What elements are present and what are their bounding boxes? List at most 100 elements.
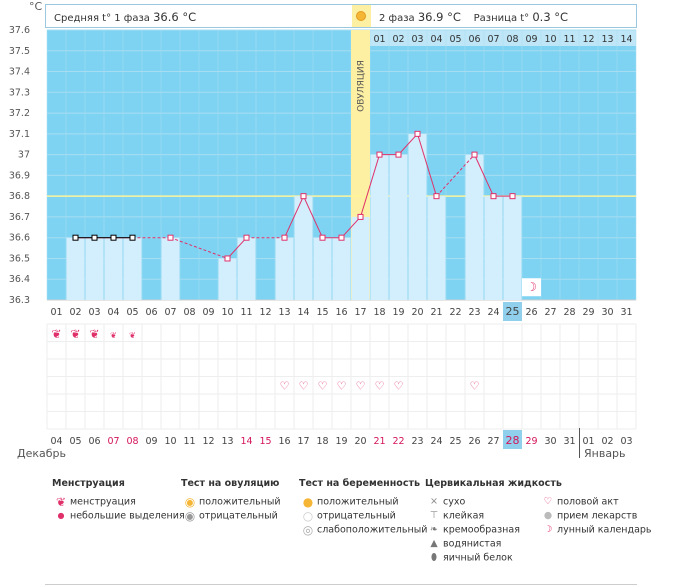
ovulation-header-cell	[352, 5, 371, 27]
temperature-bar	[313, 237, 332, 300]
phase2-day-label: 11	[563, 34, 575, 45]
cycle-day-label: 15	[316, 307, 328, 318]
heart-icon: ♡	[280, 380, 290, 393]
cycle-day-label: 10	[221, 307, 233, 318]
date-label: 04	[50, 436, 62, 447]
y-tick-label: 36.4	[9, 274, 30, 285]
y-tick-label: 37.5	[9, 46, 30, 57]
moon-icon: ☽	[543, 524, 553, 535]
temperature-line	[474, 154, 494, 197]
date-label: 18	[316, 436, 328, 447]
temperature-point	[167, 234, 174, 241]
date-label: 21	[373, 436, 385, 447]
phase2-day-label: 13	[601, 34, 613, 45]
y-tick-label: 36.6	[9, 233, 30, 244]
legend-item: ❦ менструация	[52, 495, 185, 509]
month-divider	[579, 428, 580, 458]
sticky-icon: ⊤	[429, 510, 439, 521]
y-tick-label: 37	[18, 150, 30, 161]
date-label: 24	[430, 436, 442, 447]
phase2-value: 36.9 °C	[417, 10, 461, 24]
date-label: 02	[601, 436, 613, 447]
heart-icon: ♡	[318, 380, 328, 393]
phase2-day-label: 01	[373, 34, 385, 45]
phase2-day-label: 08	[506, 34, 518, 45]
legend-item: ● небольшие выделения	[52, 509, 185, 523]
pregnancy-positive-icon: ●	[302, 495, 314, 509]
pill-icon: ●	[543, 510, 553, 521]
y-tick-label: 36.8	[9, 191, 30, 202]
date-label: 31	[563, 436, 575, 447]
legend-ovulation-title: Тест на овуляцию	[181, 478, 280, 489]
date-label: 28	[506, 434, 520, 447]
y-tick-label: 36.9	[9, 170, 30, 181]
temperature-point	[129, 234, 136, 241]
diff-label: Разница t°	[473, 13, 530, 24]
menstruation-icon: ❦	[51, 327, 61, 341]
temperature-bar	[351, 216, 370, 300]
menstruation-icon: ❦	[70, 327, 80, 341]
date-label: 30	[544, 436, 556, 447]
legend-item: ♡ половой акт	[539, 495, 652, 509]
legend-cervical: Цервикальная жидкость × сухо ⊤ клейкая ❧ кр…	[425, 478, 562, 565]
moon-icon: ☽	[526, 280, 537, 294]
cycle-day-label: 20	[411, 307, 423, 318]
pregnancy-negative-icon: ○	[302, 509, 314, 523]
legend-other: ♡ половой акт ● прием лекарств ☽ лунный кал…	[539, 495, 652, 537]
temperature-bar	[218, 258, 237, 300]
temperature-bar	[237, 237, 256, 300]
temperature-line	[284, 195, 304, 238]
bbt-chart: ОВУЛЯЦИЯ 37.6 37.5 37.4 37.3 37.2 37.1 37 36.9 36…	[9, 25, 637, 449]
temperature-line	[341, 216, 361, 239]
cycle-day-label: 01	[50, 307, 62, 318]
legend-item: ◉ отрицательный	[181, 509, 281, 523]
y-tick-label: 37.4	[9, 67, 30, 78]
y-tick-label: 37.1	[9, 129, 30, 140]
cycle-day-label: 18	[373, 307, 385, 318]
temperature-point	[376, 151, 383, 158]
current-date-cell	[503, 430, 522, 449]
date-label: 11	[183, 436, 195, 447]
legend-cervical-title: Цервикальная жидкость	[425, 478, 562, 489]
phase2-day-label: 05	[449, 34, 461, 45]
phase2-day-label: 06	[468, 34, 480, 45]
heart-icon: ♡	[299, 380, 309, 393]
date-label: 08	[126, 436, 138, 447]
cycle-day-label: 16	[335, 307, 347, 318]
temperature-bar	[332, 237, 351, 300]
y-tick-label: 36.5	[9, 253, 30, 264]
date-label: 19	[335, 436, 347, 447]
phase2-day-label: 04	[430, 34, 442, 45]
y-tick-label: 37.3	[9, 87, 30, 98]
chart-header: Средняя t° 1 фаза 36.6 °C 2 фаза 36.9 °C…	[45, 4, 637, 28]
date-label: 10	[164, 436, 176, 447]
date-label: 23	[411, 436, 423, 447]
temperature-bar	[85, 237, 104, 300]
temperature-point	[357, 213, 364, 220]
sun-icon	[356, 11, 366, 21]
current-day-cell	[503, 302, 522, 321]
temperature-bar	[161, 237, 180, 300]
month-december: Декабрь	[17, 447, 66, 460]
temperature-bar	[408, 133, 427, 300]
cycle-day-label: 02	[69, 307, 81, 318]
phase1-label: Средняя t° 1 фаза	[54, 13, 150, 24]
temperature-point	[471, 151, 478, 158]
creamy-icon: ❧	[430, 524, 438, 535]
date-label: 01	[582, 436, 594, 447]
drop-icon: ❦	[55, 495, 67, 509]
temperature-line	[303, 195, 323, 238]
phase2-day-label: 14	[620, 34, 632, 45]
legend-item: ● положительный	[299, 495, 427, 509]
pregnancy-weak-icon: ◎	[302, 523, 314, 537]
temperature-bar	[104, 237, 123, 300]
y-tick-label: 36.3	[9, 295, 30, 306]
moon-cell	[522, 278, 541, 297]
y-tick-label: 37.6	[9, 25, 30, 36]
date-label: 13	[221, 436, 233, 447]
date-label: 07	[107, 436, 119, 447]
date-label: 03	[620, 436, 632, 447]
temperature-point	[319, 234, 326, 241]
cycle-day-label: 06	[145, 307, 157, 318]
phase2-day-label: 03	[411, 34, 423, 45]
